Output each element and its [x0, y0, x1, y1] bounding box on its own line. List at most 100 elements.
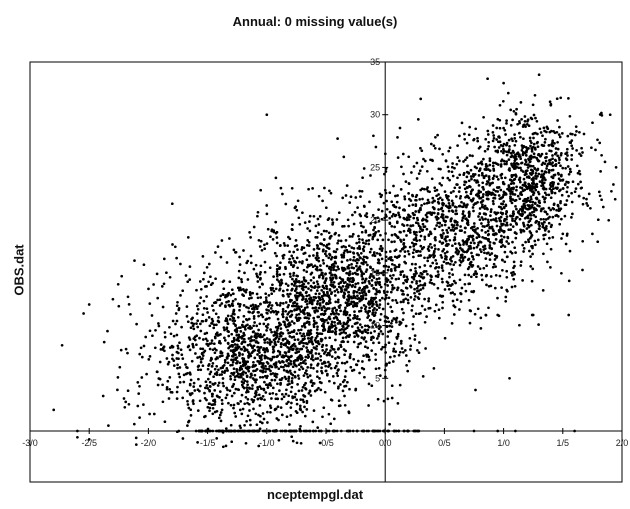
data-point	[201, 313, 205, 317]
data-point	[570, 191, 573, 195]
data-point	[351, 429, 355, 433]
data-point	[495, 162, 499, 166]
data-point	[254, 378, 257, 382]
data-point	[385, 277, 388, 280]
data-point	[155, 272, 159, 276]
data-point	[415, 279, 418, 283]
data-point	[305, 369, 308, 372]
data-point	[265, 212, 269, 216]
data-point	[331, 283, 335, 287]
data-point	[488, 253, 492, 257]
data-point	[365, 284, 368, 288]
data-point	[344, 306, 347, 310]
data-point	[512, 173, 515, 177]
data-point	[254, 332, 258, 336]
data-point	[413, 291, 416, 295]
data-point	[348, 313, 352, 317]
data-point	[186, 236, 190, 239]
data-point	[343, 361, 347, 365]
data-point	[218, 413, 222, 417]
data-point	[315, 268, 319, 271]
data-point	[596, 218, 600, 222]
data-point	[347, 290, 350, 294]
data-point	[474, 270, 477, 273]
data-point	[454, 260, 457, 264]
data-point	[530, 211, 534, 214]
data-point	[338, 320, 342, 323]
data-point	[472, 203, 476, 207]
data-point	[364, 310, 368, 313]
data-point	[254, 412, 258, 416]
data-point	[240, 372, 244, 375]
data-point	[393, 240, 396, 243]
data-point	[137, 392, 141, 395]
data-point	[213, 367, 217, 371]
data-point	[470, 251, 473, 255]
data-point	[450, 268, 454, 271]
data-point	[491, 199, 495, 203]
data-point	[321, 343, 325, 347]
data-point	[284, 344, 288, 347]
data-point	[273, 330, 276, 334]
data-point	[412, 213, 416, 217]
x-tick-label: 2/0	[616, 438, 629, 448]
data-point	[360, 306, 363, 310]
data-point	[272, 275, 275, 278]
data-point	[322, 243, 326, 247]
data-point	[171, 319, 175, 323]
data-point	[208, 380, 212, 384]
data-point	[142, 263, 146, 267]
data-point	[352, 222, 356, 226]
data-point	[437, 208, 440, 211]
data-point	[394, 194, 397, 198]
data-point	[425, 315, 428, 318]
data-point	[382, 273, 385, 277]
data-point	[450, 228, 454, 232]
data-point	[373, 233, 377, 237]
data-point	[329, 235, 332, 239]
data-point	[212, 309, 215, 312]
data-point	[192, 402, 195, 406]
data-point	[297, 350, 301, 353]
data-point	[367, 303, 371, 306]
data-point	[287, 261, 291, 264]
data-point	[403, 250, 407, 253]
data-point	[352, 357, 356, 361]
data-point	[253, 391, 257, 395]
data-point	[258, 360, 262, 363]
data-point	[399, 300, 403, 304]
data-point	[449, 191, 453, 194]
data-point	[230, 429, 234, 433]
data-point	[323, 390, 327, 394]
data-point	[444, 239, 448, 243]
data-point	[613, 197, 617, 201]
data-point	[265, 301, 269, 304]
data-point	[208, 347, 212, 351]
data-point	[480, 229, 484, 232]
data-point	[196, 319, 200, 323]
data-point	[214, 301, 217, 304]
data-point	[521, 212, 525, 216]
data-point	[358, 189, 362, 193]
data-point	[393, 317, 397, 321]
data-point	[238, 424, 242, 428]
data-point	[348, 283, 352, 287]
data-point	[458, 258, 462, 262]
data-point	[52, 408, 56, 412]
data-point	[285, 415, 289, 419]
data-point	[398, 320, 402, 324]
data-point	[560, 132, 564, 135]
data-point	[298, 429, 302, 433]
data-point	[400, 165, 403, 169]
data-point	[215, 348, 218, 352]
data-point	[255, 335, 258, 339]
data-point	[257, 328, 260, 332]
data-point	[300, 305, 303, 308]
data-point	[266, 356, 270, 360]
data-point	[337, 211, 341, 215]
data-point	[532, 213, 536, 217]
data-point	[499, 163, 503, 166]
data-point	[138, 384, 141, 388]
data-point	[231, 292, 235, 296]
data-point	[466, 223, 470, 227]
